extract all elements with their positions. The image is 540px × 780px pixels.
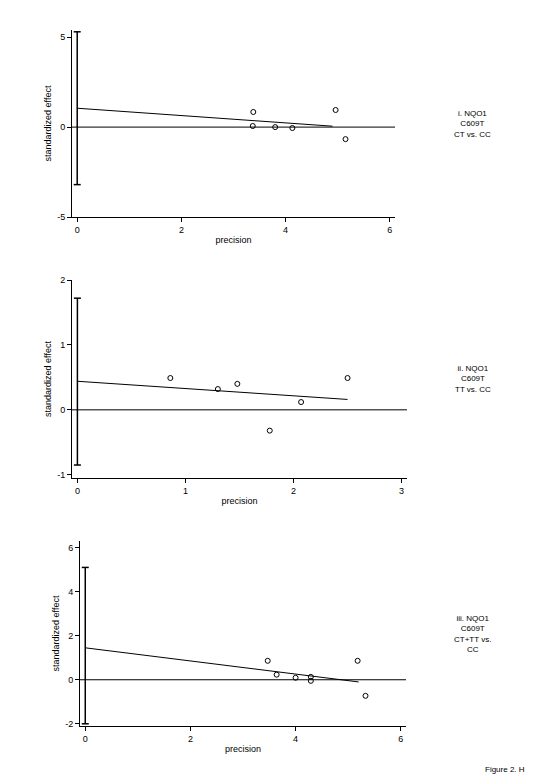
svg-text:0: 0 [68,675,73,685]
svg-text:0: 0 [60,405,65,415]
svg-text:2: 2 [188,734,193,744]
svg-text:iii. NQO1C609TCT+TT vs.CC: iii. NQO1C609TCT+TT vs.CC [454,614,491,654]
svg-text:4: 4 [293,734,298,744]
svg-text:1: 1 [183,486,188,496]
svg-text:standardized effect: standardized effect [43,341,53,417]
svg-text:0: 0 [60,122,65,132]
svg-text:0: 0 [75,225,80,235]
svg-text:-1: -1 [57,470,65,480]
svg-text:4: 4 [68,587,73,597]
svg-text:Figure 2. H: Figure 2. H [485,765,525,774]
svg-text:1: 1 [60,340,65,350]
svg-text:precision: precision [221,496,257,506]
svg-text:2: 2 [68,631,73,641]
svg-text:i. NQO1C609TCT vs. CC: i. NQO1C609TCT vs. CC [454,109,491,139]
svg-text:precision: precision [215,235,251,245]
svg-text:0: 0 [75,486,80,496]
svg-text:5: 5 [60,32,65,42]
svg-text:standardized effect: standardized effect [51,595,61,671]
svg-text:2: 2 [291,486,296,496]
svg-text:0: 0 [83,734,88,744]
svg-text:6: 6 [398,734,403,744]
svg-text:-2: -2 [65,719,73,729]
svg-text:3: 3 [399,486,404,496]
svg-text:4: 4 [283,225,288,235]
svg-text:-5: -5 [57,212,65,222]
svg-text:ii. NQO1C609TTT vs. CC: ii. NQO1C609TTT vs. CC [455,364,491,394]
svg-text:2: 2 [60,275,65,285]
svg-text:precision: precision [225,744,261,754]
svg-text:6: 6 [387,225,392,235]
svg-text:2: 2 [179,225,184,235]
svg-text:standardized effect: standardized effect [43,85,53,161]
svg-text:6: 6 [68,543,73,553]
